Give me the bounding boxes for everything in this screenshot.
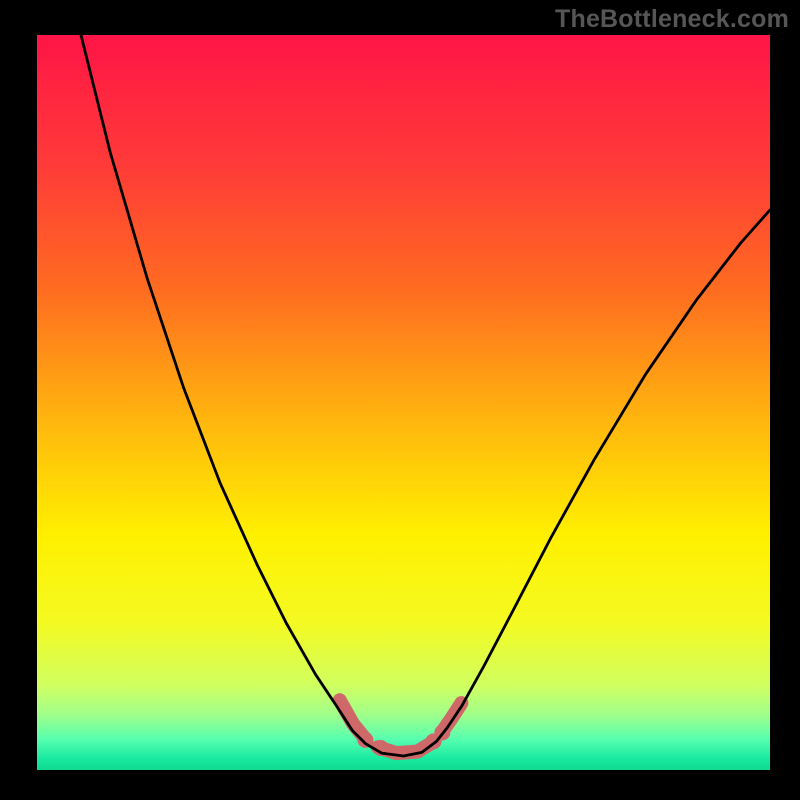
frame-bottom <box>0 770 800 800</box>
chart-background <box>37 35 770 770</box>
chart-area <box>37 35 770 770</box>
frame-left <box>0 0 37 800</box>
watermark-text: TheBottleneck.com <box>555 5 789 34</box>
chart-svg <box>37 35 770 770</box>
frame-right <box>770 0 800 800</box>
